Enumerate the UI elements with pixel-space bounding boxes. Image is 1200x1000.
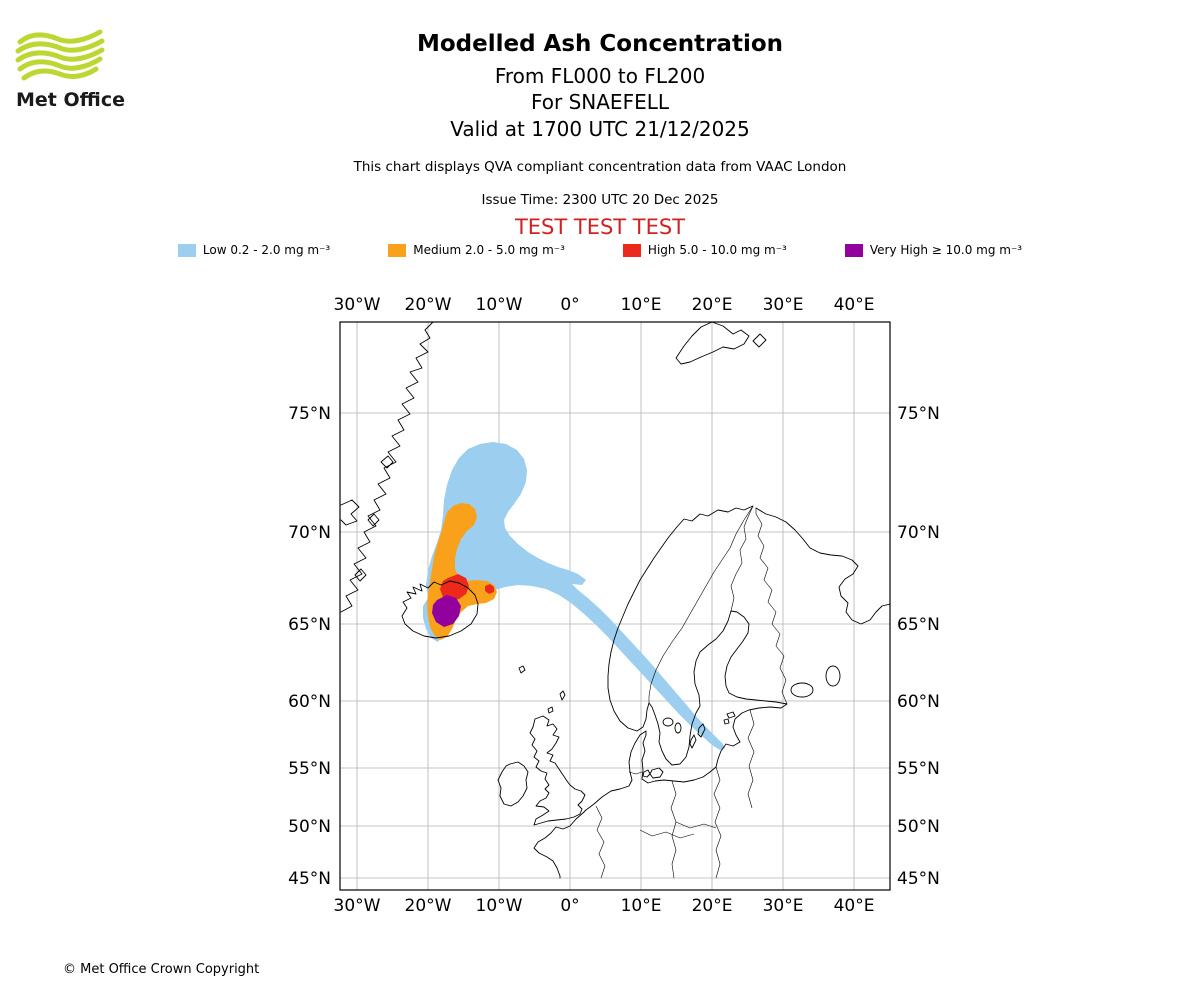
legend-swatch-high-icon xyxy=(622,243,641,257)
lon-tick: 30°E xyxy=(763,896,804,916)
legend-swatch-veryhigh-icon xyxy=(844,243,863,257)
lakes-coastline xyxy=(662,665,841,734)
legend-swatch-medium-icon xyxy=(388,243,407,257)
qva-note: This chart displays QVA compliant concen… xyxy=(353,159,847,175)
lon-tick: 30°W xyxy=(334,295,381,315)
legend-label-medium: Medium 2.0 - 5.0 mg m⁻³ xyxy=(413,243,565,257)
valid-time-subtitle: Valid at 1700 UTC 21/12/2025 xyxy=(450,117,750,141)
lat-tick: 75°N xyxy=(897,404,940,424)
latlon-grid xyxy=(340,322,890,890)
lon-tick: 20°W xyxy=(405,896,452,916)
lon-tick: 20°W xyxy=(405,295,452,315)
issue-time: Issue Time: 2300 UTC 20 Dec 2025 xyxy=(481,192,719,208)
ash-low-area xyxy=(423,442,725,750)
legend-item-high: High 5.0 - 10.0 mg m⁻³ xyxy=(622,243,787,257)
lon-tick: 10°W xyxy=(476,295,523,315)
greenland-coastline xyxy=(340,321,434,613)
small-islands-coastline xyxy=(518,665,736,779)
logo-waves-icon xyxy=(15,29,105,81)
greenland-islands-coastline xyxy=(340,455,394,582)
lat-tick: 60°N xyxy=(288,692,331,712)
uk-coastline xyxy=(529,715,586,826)
lat-tick: 45°N xyxy=(897,869,940,889)
ash-high-area xyxy=(440,574,494,601)
lon-tick: 0° xyxy=(560,295,579,315)
map-frame xyxy=(339,321,891,891)
met-office-logo: Met Office xyxy=(15,29,125,111)
svalbard-coastline xyxy=(675,321,767,365)
lat-tick: 65°N xyxy=(897,615,940,635)
lon-tick-labels-top: 30°W 20°W 10°W 0° 10°E 20°E 30°E 40°E xyxy=(334,295,875,315)
country-borders xyxy=(595,505,788,879)
legend: Low 0.2 - 2.0 mg m⁻³ Medium 2.0 - 5.0 mg… xyxy=(0,243,1200,257)
lon-tick: 10°E xyxy=(621,896,662,916)
lat-tick: 55°N xyxy=(288,759,331,779)
test-banner: TEST TEST TEST xyxy=(514,215,686,239)
lon-tick: 40°E xyxy=(834,896,875,916)
legend-item-low: Low 0.2 - 2.0 mg m⁻³ xyxy=(177,243,331,257)
lon-tick: 40°E xyxy=(834,295,875,315)
lat-tick: 65°N xyxy=(288,615,331,635)
kola-whitesea-coastline xyxy=(755,507,891,625)
lon-tick: 30°E xyxy=(763,295,804,315)
legend-label-veryhigh: Very High ≥ 10.0 mg m⁻³ xyxy=(869,243,1023,257)
lon-tick-labels-bottom: 30°W 20°W 10°W 0° 10°E 20°E 30°E 40°E xyxy=(334,896,875,916)
lat-tick: 70°N xyxy=(897,523,940,543)
legend-swatch-low-icon xyxy=(177,243,196,257)
lon-tick: 20°E xyxy=(692,295,733,315)
lat-tick: 70°N xyxy=(288,523,331,543)
flight-level-subtitle: From FL000 to FL200 xyxy=(494,64,706,88)
legend-label-low: Low 0.2 - 2.0 mg m⁻³ xyxy=(202,243,331,257)
lat-tick: 45°N xyxy=(288,869,331,889)
lat-tick: 60°N xyxy=(897,692,940,712)
lon-tick: 20°E xyxy=(692,896,733,916)
ireland-coastline xyxy=(497,761,529,807)
lat-tick: 55°N xyxy=(897,759,940,779)
lat-tick-labels-left: 75°N 70°N 65°N 60°N 55°N 50°N 45°N xyxy=(288,404,331,889)
lat-tick: 50°N xyxy=(897,817,940,837)
legend-item-medium: Medium 2.0 - 5.0 mg m⁻³ xyxy=(388,243,565,257)
lat-tick-labels-right: 75°N 70°N 65°N 60°N 55°N 50°N 45°N xyxy=(897,404,940,889)
copyright-notice: © Met Office Crown Copyright xyxy=(63,962,260,977)
legend-label-high: High 5.0 - 10.0 mg m⁻³ xyxy=(647,243,787,257)
volcano-subtitle: For SNAEFELL xyxy=(530,90,669,114)
lat-tick: 50°N xyxy=(288,817,331,837)
page-title: Modelled Ash Concentration xyxy=(416,31,784,57)
lat-tick: 75°N xyxy=(288,404,331,424)
legend-item-veryhigh: Very High ≥ 10.0 mg m⁻³ xyxy=(844,243,1023,257)
scandinavia-europe-coastline xyxy=(533,505,788,879)
lon-tick: 10°W xyxy=(476,896,523,916)
iceland-coastline xyxy=(401,580,479,639)
lon-tick: 0° xyxy=(560,896,579,916)
ash-veryhigh-area xyxy=(432,595,461,627)
lon-tick: 10°E xyxy=(621,295,662,315)
logo-wordmark: Met Office xyxy=(16,89,125,111)
lon-tick: 30°W xyxy=(334,896,381,916)
